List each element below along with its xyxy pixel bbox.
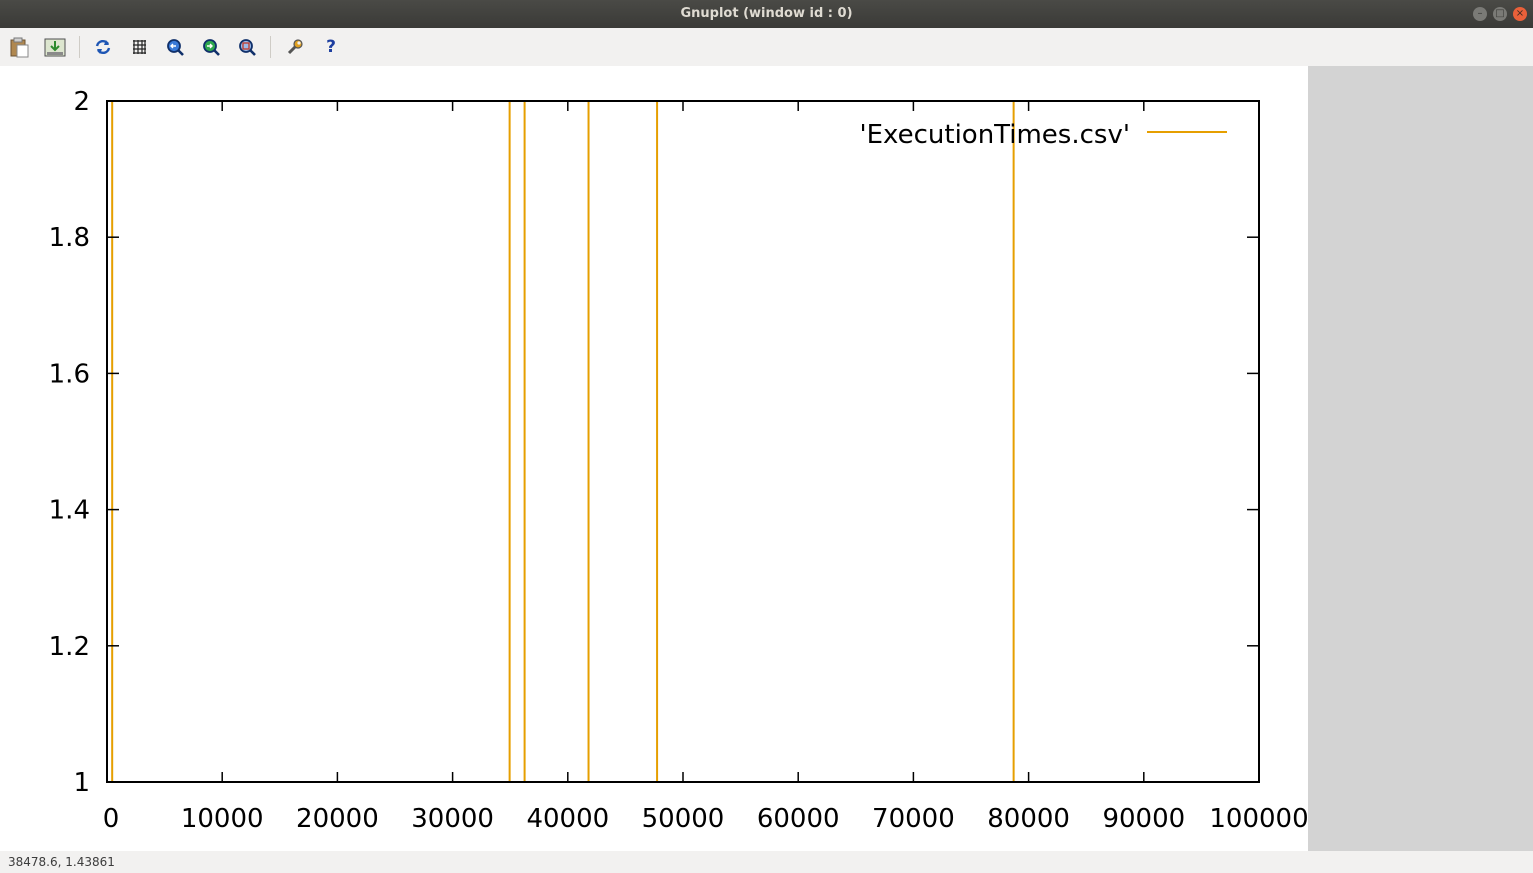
close-button[interactable]: × — [1513, 7, 1527, 21]
x-tick-label: 60000 — [757, 804, 840, 834]
replot-icon — [95, 39, 111, 55]
x-tick-label: 10000 — [181, 804, 264, 834]
zoom-autoscale-button[interactable] — [235, 35, 259, 59]
minimize-button[interactable]: – — [1473, 7, 1487, 21]
y-tick-label: 1.6 — [49, 359, 90, 389]
x-tick-label: 50000 — [642, 804, 725, 834]
x-tick-label: 90000 — [1102, 804, 1185, 834]
y-tick-label: 1.8 — [49, 223, 90, 253]
clipboard-icon — [10, 37, 29, 58]
maximize-button[interactable]: □ — [1493, 7, 1507, 21]
zoom-autoscale-icon — [239, 39, 256, 56]
y-tick-label: 2 — [73, 87, 90, 117]
copy-to-clipboard-button[interactable] — [7, 35, 31, 59]
x-tick-label: 40000 — [526, 804, 609, 834]
zoom-previous-icon — [167, 39, 184, 56]
x-tick-label: 70000 — [872, 804, 955, 834]
zoom-next-button[interactable] — [199, 35, 223, 59]
y-tick-label: 1.4 — [49, 496, 90, 526]
x-tick-label: 80000 — [987, 804, 1070, 834]
wrench-icon — [287, 39, 303, 55]
help-icon: ? — [326, 37, 336, 57]
chart[interactable]: 0 10000 20000 30000 40000 50000 60000 70000 8000… — [0, 66, 1308, 851]
y-tick-label: 1 — [73, 768, 90, 798]
y-tick-label: 1.2 — [49, 632, 90, 662]
x-tick-label: 100000 — [1209, 804, 1308, 834]
plot-border — [106, 100, 1260, 783]
plot-canvas[interactable]: 0 10000 20000 30000 40000 50000 60000 70000 8000… — [0, 66, 1308, 851]
grid-button[interactable] — [127, 35, 151, 59]
status-bar: 38478.6, 1.43861 — [0, 851, 1533, 873]
x-tick-label: 20000 — [296, 804, 379, 834]
mouse-coordinates: 38478.6, 1.43861 — [8, 855, 115, 869]
empty-canvas-region — [1308, 66, 1533, 851]
toolbar-separator — [79, 36, 80, 58]
toolbar: ? — [0, 28, 1533, 66]
title-bar[interactable]: Gnuplot (window id : 0) – □ × — [0, 0, 1533, 28]
settings-button[interactable] — [283, 35, 307, 59]
help-button[interactable]: ? — [319, 35, 343, 59]
x-tick-label: 30000 — [411, 804, 494, 834]
replot-button[interactable] — [91, 35, 115, 59]
grid-icon — [133, 40, 146, 54]
export-icon — [44, 38, 66, 57]
window-title: Gnuplot (window id : 0) — [680, 6, 853, 21]
legend-label: 'ExecutionTimes.csv' — [859, 120, 1130, 150]
toolbar-separator — [270, 36, 271, 58]
export-button[interactable] — [43, 35, 67, 59]
zoom-previous-button[interactable] — [163, 35, 187, 59]
x-tick-label: 0 — [103, 804, 120, 834]
zoom-next-icon — [203, 39, 220, 56]
